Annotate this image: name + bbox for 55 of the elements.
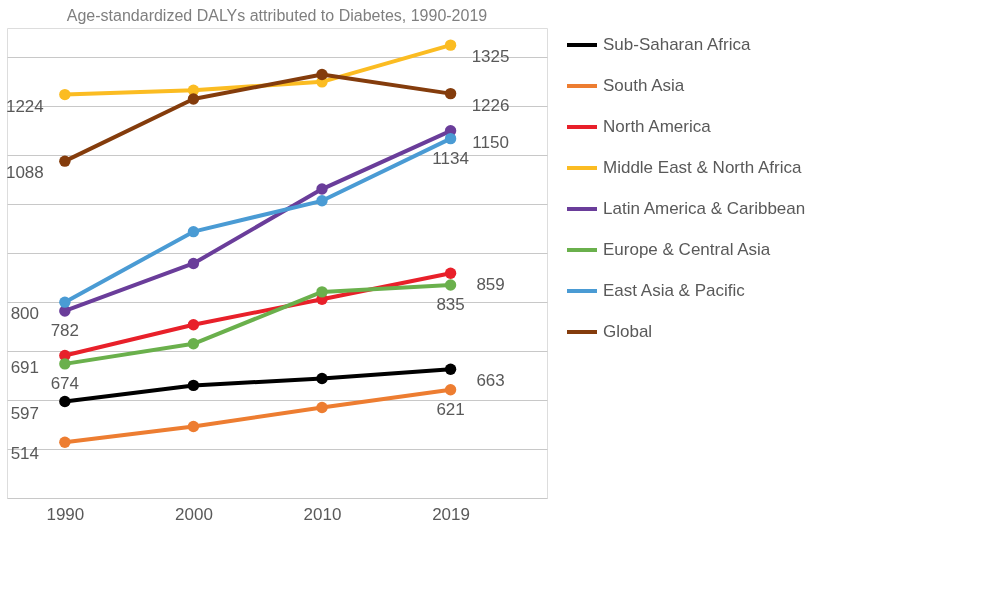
point [187,379,200,392]
data-label: 1088 [5,163,44,183]
point [444,279,457,291]
point [59,395,71,408]
x-tick-label: 2010 [303,504,342,524]
point [316,372,328,385]
data-label: 1226 [471,95,510,115]
point [59,436,71,448]
legend-label: Middle East & North Africa [603,158,802,177]
data-label: 859 [476,275,505,295]
x-tick-label: 1990 [46,504,85,524]
point [59,155,71,167]
point [187,338,200,350]
data-label: 1150 [472,132,509,152]
point [187,420,200,433]
data-label: 835 [436,295,465,315]
x-tick-label: 2019 [432,504,470,524]
data-label: 1224 [5,96,44,116]
data-label: 800 [10,304,40,324]
legend-label: East Asia & Pacific [603,281,746,300]
point [316,68,328,81]
point [444,87,457,100]
chart-title: Age-standardized DALYs attributed to Diabetes, 1990-2019 [66,7,488,24]
data-label: 1325 [471,47,510,67]
data-label: 674 [50,373,80,393]
legend-label: North America [603,117,712,136]
legend-label: Europe & Central Asia [603,240,771,259]
point [316,183,328,195]
data-label: 597 [10,403,40,423]
legend-label: Global [603,322,653,341]
point [316,195,328,207]
point [187,225,200,238]
point [59,296,71,308]
point [444,363,457,375]
point [316,286,328,298]
legend-label: Sub-Saharan Africa [603,35,751,54]
point [316,401,328,414]
point [187,257,200,270]
data-label: 691 [10,357,40,377]
legend-label: Latin America & Caribbean [603,199,806,218]
data-label: 621 [436,399,465,419]
point [187,93,200,105]
data-label: 782 [50,320,80,340]
point [444,39,457,51]
point [187,319,200,331]
x-tick-label: 2000 [175,504,213,524]
data-label: 1134 [432,148,469,168]
data-label: 663 [476,371,505,391]
point [444,384,457,396]
point [444,132,457,145]
legend-label: South Asia [603,76,685,95]
point [59,88,71,101]
data-label: 514 [10,444,40,464]
point [59,358,71,370]
point [444,267,457,279]
